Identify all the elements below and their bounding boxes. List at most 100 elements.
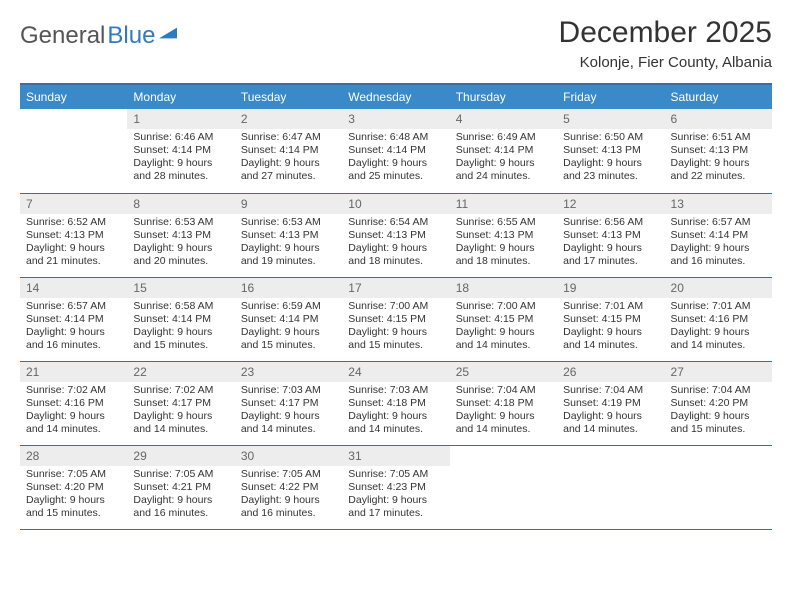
day-number: 21 (20, 362, 127, 382)
sunrise-text: Sunrise: 6:57 AM (26, 300, 121, 313)
sunrise-text: Sunrise: 7:02 AM (133, 384, 228, 397)
sunset-text: Sunset: 4:20 PM (671, 397, 766, 410)
sunset-text: Sunset: 4:18 PM (456, 397, 551, 410)
sunset-text: Sunset: 4:15 PM (348, 313, 443, 326)
daylight-text: Daylight: 9 hours and 28 minutes. (133, 157, 228, 183)
sunset-text: Sunset: 4:13 PM (563, 229, 658, 242)
day-number: 10 (342, 194, 449, 214)
day-body: Sunrise: 7:04 AMSunset: 4:20 PMDaylight:… (665, 382, 772, 441)
day-header: Tuesday (235, 84, 342, 109)
daylight-text: Daylight: 9 hours and 14 minutes. (563, 410, 658, 436)
sunrise-text: Sunrise: 7:00 AM (456, 300, 551, 313)
daylight-text: Daylight: 9 hours and 16 minutes. (26, 326, 121, 352)
day-number: 11 (450, 194, 557, 214)
daylight-text: Daylight: 9 hours and 15 minutes. (26, 494, 121, 520)
daylight-text: Daylight: 9 hours and 23 minutes. (563, 157, 658, 183)
header: GeneralBlue December 2025 Kolonje, Fier … (20, 16, 772, 71)
sunrise-text: Sunrise: 7:03 AM (241, 384, 336, 397)
sunrise-text: Sunrise: 6:48 AM (348, 131, 443, 144)
day-number: 13 (665, 194, 772, 214)
sunset-text: Sunset: 4:17 PM (241, 397, 336, 410)
daylight-text: Daylight: 9 hours and 15 minutes. (348, 326, 443, 352)
day-body: Sunrise: 6:51 AMSunset: 4:13 PMDaylight:… (665, 129, 772, 188)
day-body: Sunrise: 7:03 AMSunset: 4:17 PMDaylight:… (235, 382, 342, 441)
day-number: 25 (450, 362, 557, 382)
daylight-text: Daylight: 9 hours and 25 minutes. (348, 157, 443, 183)
day-header: Monday (127, 84, 234, 109)
day-number: 15 (127, 278, 234, 298)
day-body: Sunrise: 7:02 AMSunset: 4:16 PMDaylight:… (20, 382, 127, 441)
day-body: Sunrise: 6:53 AMSunset: 4:13 PMDaylight:… (235, 214, 342, 273)
day-body: Sunrise: 7:03 AMSunset: 4:18 PMDaylight:… (342, 382, 449, 441)
sunset-text: Sunset: 4:16 PM (26, 397, 121, 410)
calendar-cell: 12Sunrise: 6:56 AMSunset: 4:13 PMDayligh… (557, 193, 664, 277)
calendar-cell: 26Sunrise: 7:04 AMSunset: 4:19 PMDayligh… (557, 361, 664, 445)
sunset-text: Sunset: 4:19 PM (563, 397, 658, 410)
sunrise-text: Sunrise: 7:04 AM (563, 384, 658, 397)
brand-logo: GeneralBlue (20, 22, 177, 50)
day-number: 9 (235, 194, 342, 214)
sunrise-text: Sunrise: 7:03 AM (348, 384, 443, 397)
sunset-text: Sunset: 4:13 PM (348, 229, 443, 242)
day-number: 30 (235, 446, 342, 466)
day-number: 2 (235, 109, 342, 129)
sunrise-text: Sunrise: 6:56 AM (563, 216, 658, 229)
calendar-week: 1Sunrise: 6:46 AMSunset: 4:14 PMDaylight… (20, 109, 772, 193)
sunset-text: Sunset: 4:15 PM (563, 313, 658, 326)
sunrise-text: Sunrise: 6:55 AM (456, 216, 551, 229)
day-body: Sunrise: 7:00 AMSunset: 4:15 PMDaylight:… (450, 298, 557, 357)
day-number: 23 (235, 362, 342, 382)
calendar-cell (665, 445, 772, 529)
day-number: 5 (557, 109, 664, 129)
day-header: Saturday (665, 84, 772, 109)
calendar-cell: 18Sunrise: 7:00 AMSunset: 4:15 PMDayligh… (450, 277, 557, 361)
calendar-cell: 8Sunrise: 6:53 AMSunset: 4:13 PMDaylight… (127, 193, 234, 277)
calendar-cell: 20Sunrise: 7:01 AMSunset: 4:16 PMDayligh… (665, 277, 772, 361)
sunrise-text: Sunrise: 6:47 AM (241, 131, 336, 144)
day-number: 24 (342, 362, 449, 382)
day-number: 27 (665, 362, 772, 382)
daylight-text: Daylight: 9 hours and 16 minutes. (133, 494, 228, 520)
sunset-text: Sunset: 4:14 PM (26, 313, 121, 326)
day-body: Sunrise: 6:46 AMSunset: 4:14 PMDaylight:… (127, 129, 234, 188)
sunrise-text: Sunrise: 7:01 AM (563, 300, 658, 313)
day-header: Wednesday (342, 84, 449, 109)
sunset-text: Sunset: 4:14 PM (241, 144, 336, 157)
daylight-text: Daylight: 9 hours and 16 minutes. (241, 494, 336, 520)
calendar-cell: 5Sunrise: 6:50 AMSunset: 4:13 PMDaylight… (557, 109, 664, 193)
daylight-text: Daylight: 9 hours and 19 minutes. (241, 242, 336, 268)
calendar-cell: 25Sunrise: 7:04 AMSunset: 4:18 PMDayligh… (450, 361, 557, 445)
calendar-cell: 24Sunrise: 7:03 AMSunset: 4:18 PMDayligh… (342, 361, 449, 445)
sunrise-text: Sunrise: 6:46 AM (133, 131, 228, 144)
daylight-text: Daylight: 9 hours and 15 minutes. (671, 410, 766, 436)
sunrise-text: Sunrise: 6:58 AM (133, 300, 228, 313)
day-body: Sunrise: 7:01 AMSunset: 4:16 PMDaylight:… (665, 298, 772, 357)
sunrise-text: Sunrise: 6:53 AM (133, 216, 228, 229)
calendar-week: 21Sunrise: 7:02 AMSunset: 4:16 PMDayligh… (20, 361, 772, 445)
calendar-cell: 22Sunrise: 7:02 AMSunset: 4:17 PMDayligh… (127, 361, 234, 445)
sunrise-text: Sunrise: 7:00 AM (348, 300, 443, 313)
sunset-text: Sunset: 4:18 PM (348, 397, 443, 410)
day-body: Sunrise: 6:48 AMSunset: 4:14 PMDaylight:… (342, 129, 449, 188)
calendar-cell (557, 445, 664, 529)
brand-part2: Blue (107, 22, 155, 50)
day-number: 7 (20, 194, 127, 214)
calendar-cell (450, 445, 557, 529)
day-body: Sunrise: 7:05 AMSunset: 4:22 PMDaylight:… (235, 466, 342, 525)
day-body: Sunrise: 6:58 AMSunset: 4:14 PMDaylight:… (127, 298, 234, 357)
day-body: Sunrise: 7:01 AMSunset: 4:15 PMDaylight:… (557, 298, 664, 357)
day-body: Sunrise: 6:54 AMSunset: 4:13 PMDaylight:… (342, 214, 449, 273)
calendar-body: 1Sunrise: 6:46 AMSunset: 4:14 PMDaylight… (20, 109, 772, 529)
sunset-text: Sunset: 4:17 PM (133, 397, 228, 410)
sunrise-text: Sunrise: 7:01 AM (671, 300, 766, 313)
day-number (20, 109, 127, 129)
day-body: Sunrise: 7:04 AMSunset: 4:19 PMDaylight:… (557, 382, 664, 441)
sunset-text: Sunset: 4:21 PM (133, 481, 228, 494)
calendar-cell: 1Sunrise: 6:46 AMSunset: 4:14 PMDaylight… (127, 109, 234, 193)
sunset-text: Sunset: 4:14 PM (348, 144, 443, 157)
calendar-cell: 23Sunrise: 7:03 AMSunset: 4:17 PMDayligh… (235, 361, 342, 445)
sunrise-text: Sunrise: 7:05 AM (26, 468, 121, 481)
calendar-cell: 16Sunrise: 6:59 AMSunset: 4:14 PMDayligh… (235, 277, 342, 361)
calendar-week: 14Sunrise: 6:57 AMSunset: 4:14 PMDayligh… (20, 277, 772, 361)
day-body: Sunrise: 6:49 AMSunset: 4:14 PMDaylight:… (450, 129, 557, 188)
